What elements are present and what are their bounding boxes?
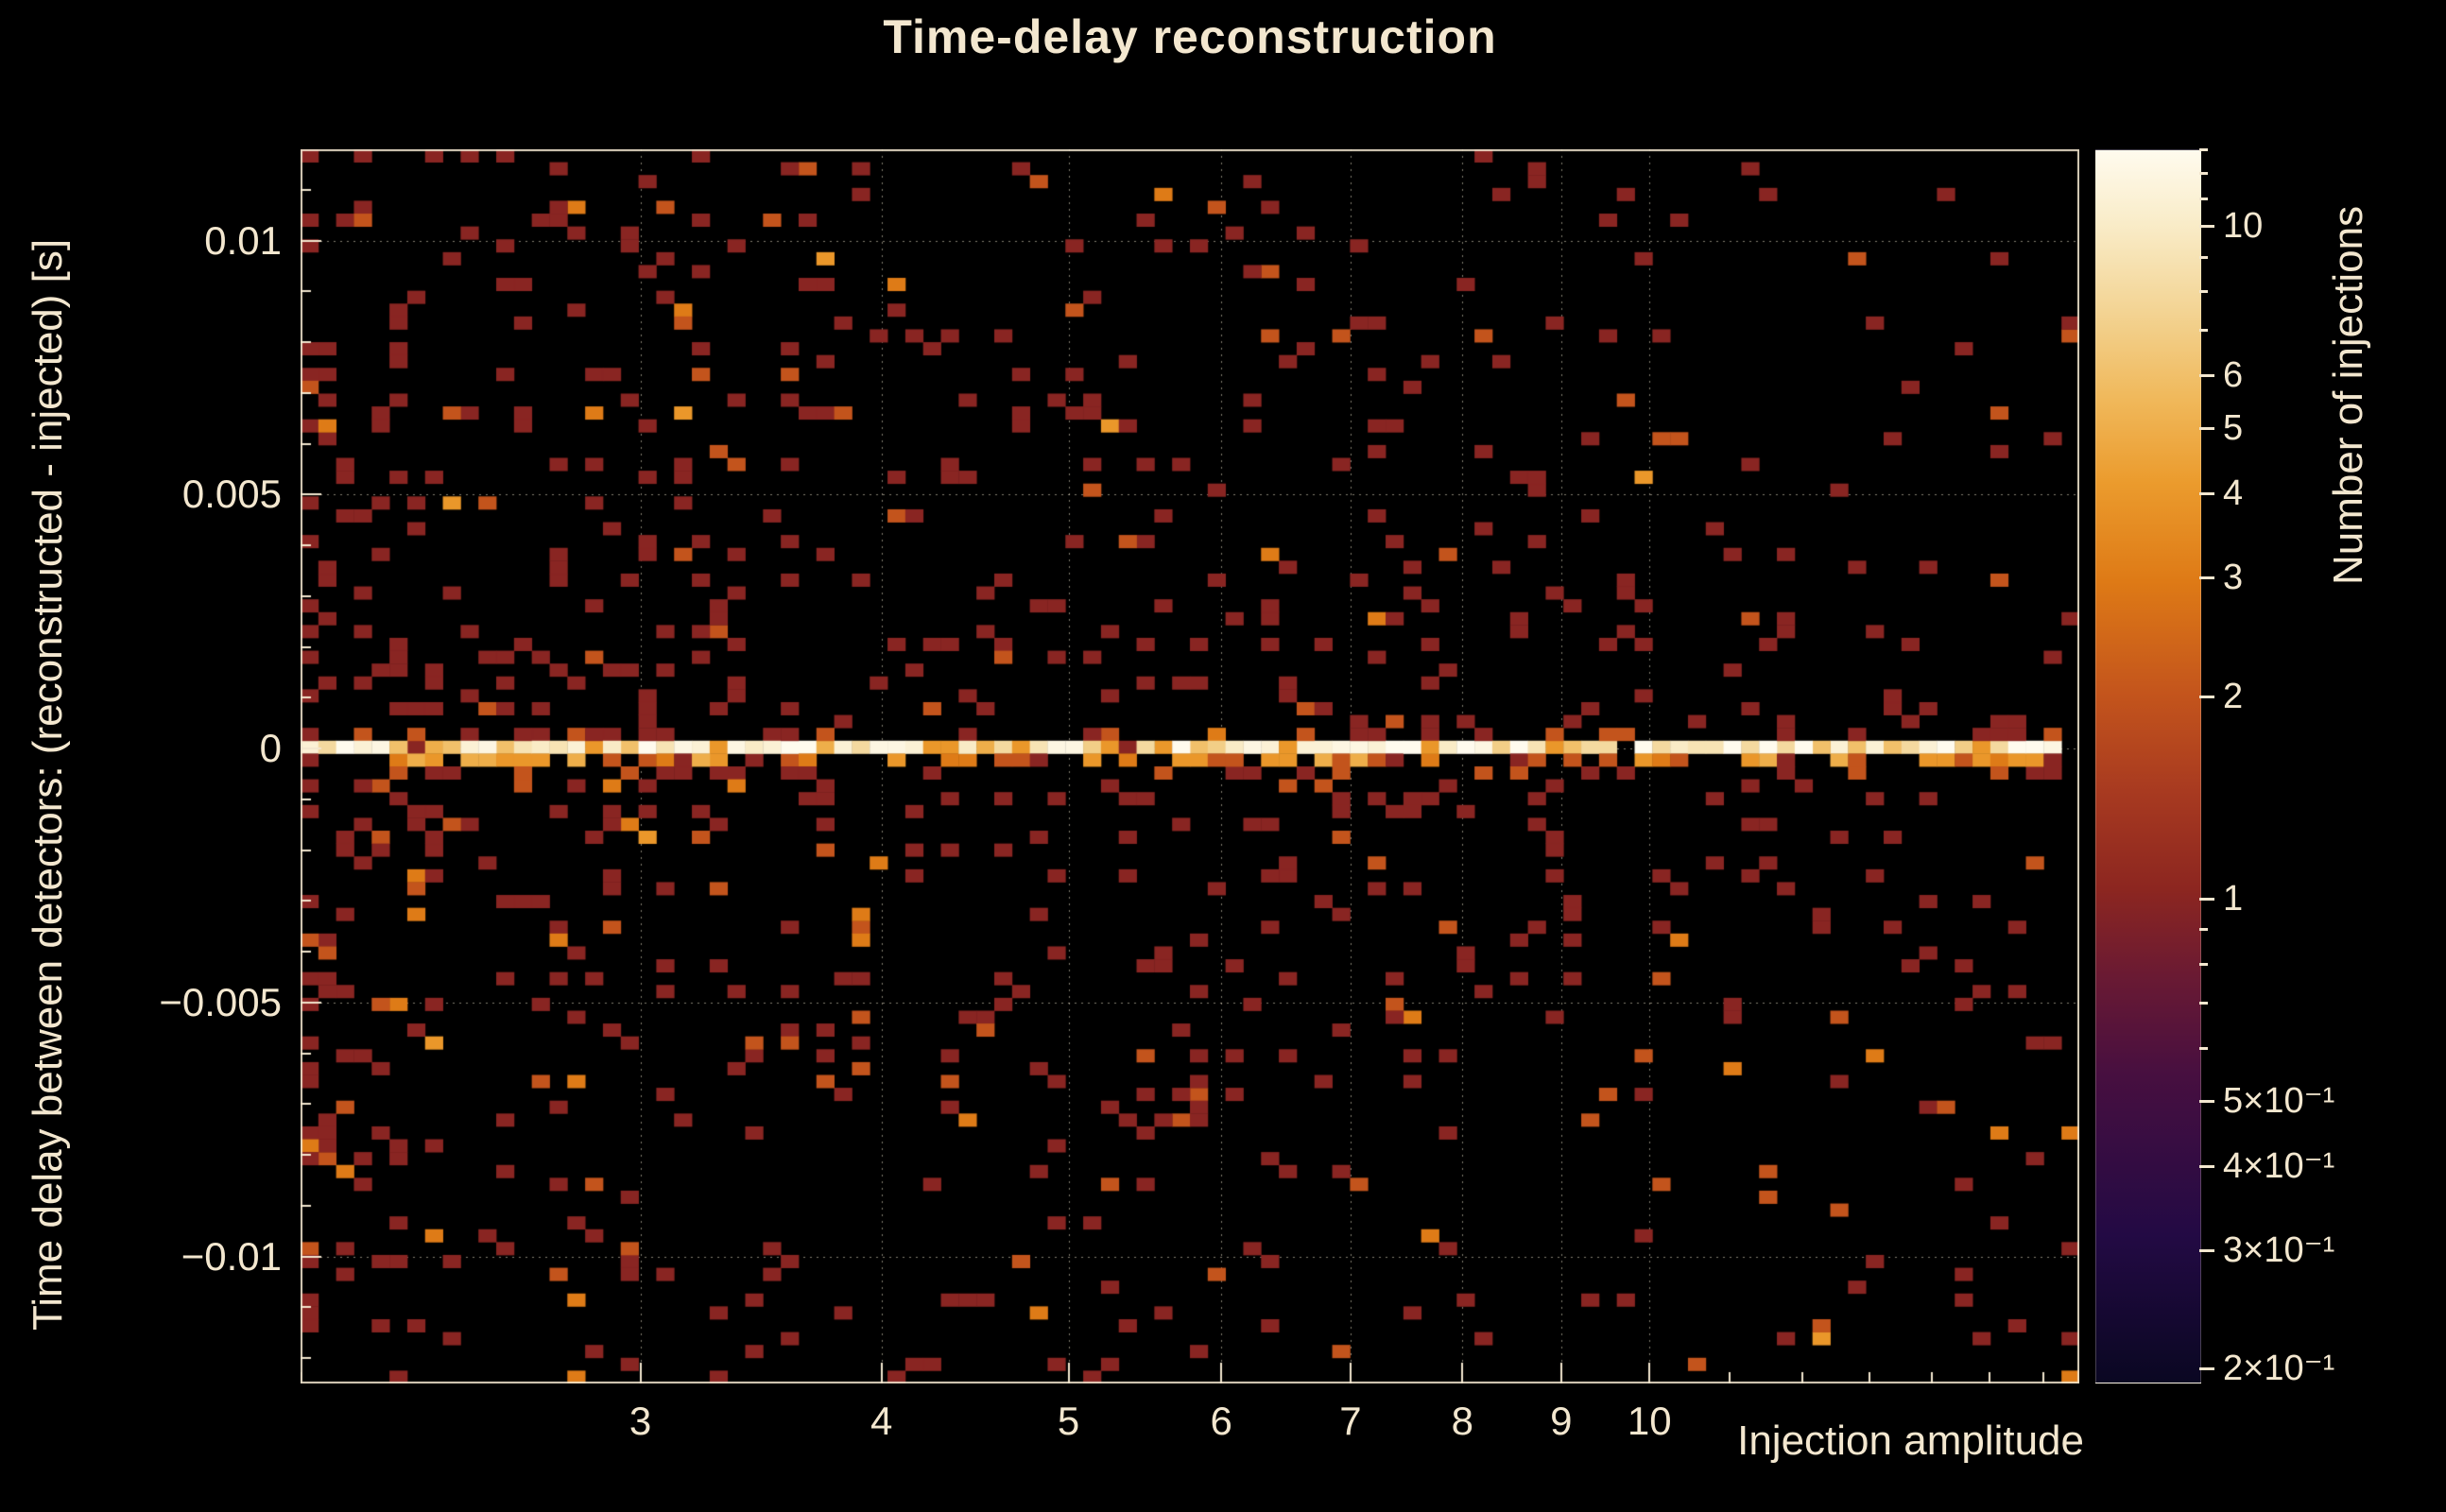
colorbar-minor-tick xyxy=(2199,197,2208,200)
colorbar-tick-label: 3 xyxy=(2223,558,2244,598)
colorbar-tick xyxy=(2199,695,2214,698)
colorbar-tick xyxy=(2199,1164,2214,1168)
colorbar-tick xyxy=(2199,1099,2214,1103)
colorbar-gradient xyxy=(2095,149,2201,1383)
colorbar-label: Number of injections xyxy=(2325,205,2371,585)
colorbar-tick xyxy=(2199,373,2214,377)
colorbar-minor-tick xyxy=(2199,928,2208,932)
x-tick-label: 7 xyxy=(1339,1399,1362,1443)
colorbar-minor-tick xyxy=(2199,290,2208,294)
x-tick-label: 8 xyxy=(1451,1399,1474,1443)
heatmap-plot-area xyxy=(301,149,2079,1383)
x-tick-label: 4 xyxy=(870,1399,893,1443)
colorbar-tick-label: 10 xyxy=(2223,206,2264,247)
x-tick-label: 6 xyxy=(1210,1399,1232,1443)
colorbar-minor-tick xyxy=(2199,1001,2208,1005)
x-tick-label: 9 xyxy=(1550,1399,1573,1443)
colorbar-tick xyxy=(2199,492,2214,496)
x-tick-label: 3 xyxy=(629,1399,652,1443)
colorbar-tick xyxy=(2199,1367,2214,1371)
colorbar-tick xyxy=(2199,225,2214,229)
colorbar-tick-label: 5 xyxy=(2223,408,2244,449)
y-tick-label: 0.005 xyxy=(181,472,282,517)
colorbar-tick xyxy=(2199,897,2214,901)
colorbar-tick xyxy=(2199,427,2214,431)
colorbar-minor-tick xyxy=(2199,255,2208,259)
colorbar-tick xyxy=(2199,576,2214,580)
colorbar-minor-tick xyxy=(2199,171,2208,175)
y-tick-label: −0.005 xyxy=(159,979,282,1024)
y-tick-label: 0.01 xyxy=(204,217,282,263)
colorbar-minor-tick xyxy=(2199,148,2208,151)
colorbar-tick-label: 4 xyxy=(2223,473,2244,514)
colorbar-tick-label: 5×10⁻¹ xyxy=(2223,1080,2335,1121)
colorbar-tick-label: 3×10⁻¹ xyxy=(2223,1229,2335,1270)
colorbar-tick-label: 6 xyxy=(2223,354,2244,395)
y-tick-label: 0 xyxy=(259,726,282,771)
colorbar-minor-tick xyxy=(2199,329,2208,333)
colorbar-tick-label: 1 xyxy=(2223,878,2244,919)
colorbar-tick-label: 2×10⁻¹ xyxy=(2223,1349,2335,1389)
x-axis-label: Injection amplitude xyxy=(1737,1418,2084,1464)
colorbar-tick-label: 2 xyxy=(2223,676,2244,716)
colorbar-minor-tick xyxy=(2199,962,2208,966)
chart-title: Time-delay reconstruction xyxy=(883,10,1497,63)
colorbar-tick xyxy=(2199,1248,2214,1252)
colorbar-minor-tick xyxy=(2199,1046,2208,1050)
colorbar-tick-label: 4×10⁻¹ xyxy=(2223,1145,2335,1186)
y-tick-label: −0.01 xyxy=(181,1233,282,1279)
x-tick-label: 10 xyxy=(1627,1399,1672,1443)
x-tick-label: 5 xyxy=(1057,1399,1080,1443)
